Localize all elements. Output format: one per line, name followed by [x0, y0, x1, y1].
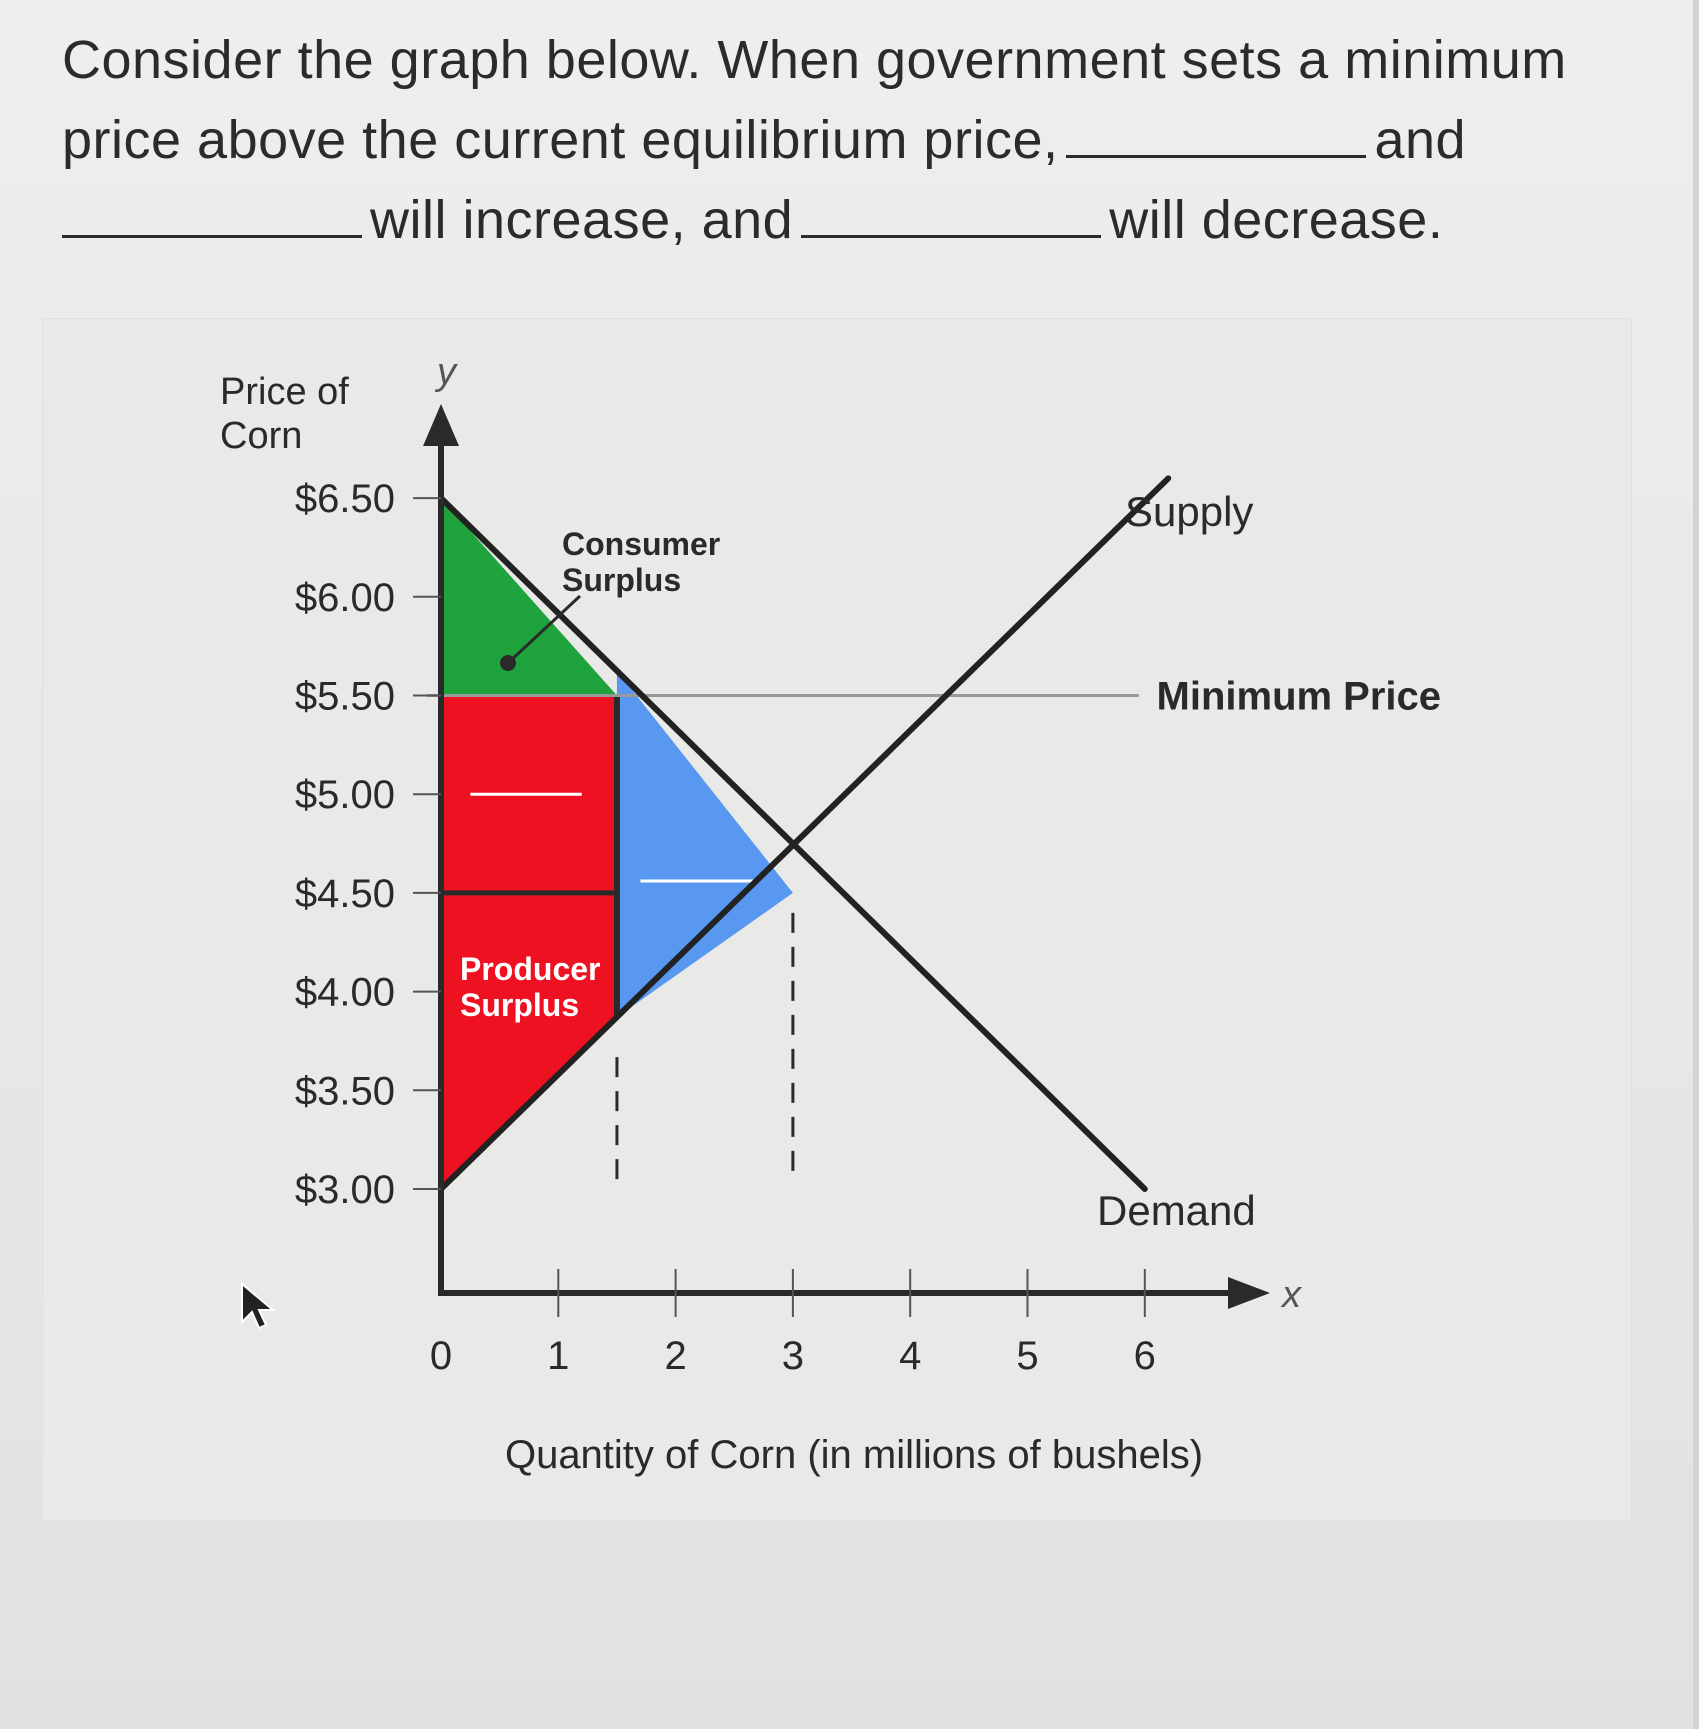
- producer-surplus-label: Producer Surplus: [460, 951, 600, 1023]
- x-tick-label: 0: [430, 1334, 452, 1378]
- x-tick-label: 5: [1016, 1334, 1038, 1378]
- x-axis-title: Quantity of Corn (in millions of bushels…: [505, 1433, 1203, 1477]
- answer-blank-2[interactable]: [62, 195, 362, 238]
- question-line-3: will increase, and will decrease.: [62, 180, 1562, 260]
- x-tick-label: 1: [547, 1334, 569, 1378]
- mouse-pointer-icon: [241, 1282, 276, 1330]
- x-tick-label: 4: [899, 1334, 921, 1378]
- y-tick-label: $3.00: [295, 1168, 395, 1212]
- demand-curve: [438, 495, 1148, 1192]
- question-line-3-mid: will increase, and: [370, 190, 794, 250]
- y-axis-arrow-icon: [423, 404, 459, 446]
- y-tick-label: $5.00: [295, 773, 395, 817]
- x-tick-label: 6: [1134, 1334, 1156, 1378]
- answer-blank-1[interactable]: [1066, 115, 1367, 158]
- y-tick-label: $4.50: [295, 872, 395, 916]
- answer-blank-3[interactable]: [801, 195, 1102, 238]
- window-edge: [1693, 0, 1699, 1729]
- producer-surplus-area: [441, 695, 617, 1189]
- question-line-2-start: price above the current equilibrium pric…: [62, 110, 1059, 170]
- question-line-1-text: Consider the graph below. When governmen…: [62, 30, 1567, 90]
- x-tick-label: 2: [664, 1334, 686, 1378]
- consumer-surplus-area: [441, 498, 617, 696]
- y-tick-label: $6.00: [295, 576, 395, 620]
- x-axis-symbol: x: [1280, 1274, 1303, 1316]
- x-tick-label: 3: [782, 1334, 804, 1378]
- question-line-2-end: and: [1374, 110, 1467, 170]
- y-axis-title: Price of Corn: [220, 371, 349, 457]
- question-text: Consider the graph below. When governmen…: [62, 20, 1566, 260]
- supply-curve: [438, 475, 1172, 1192]
- x-axis-arrow-icon: [1228, 1277, 1270, 1309]
- consumer-surplus-pointer: [506, 594, 582, 665]
- question-line-2: price above the current equilibrium pric…: [62, 100, 1562, 180]
- demand-label: Demand: [1097, 1187, 1256, 1234]
- consumer-surplus-label: Consumer Surplus: [562, 526, 720, 598]
- y-tick-label: $4.00: [295, 971, 395, 1015]
- question-line-3-end: will decrease.: [1109, 190, 1444, 250]
- y-tick-label: $3.50: [295, 1069, 395, 1113]
- question-line-1: Consider the graph below. When governmen…: [62, 20, 1566, 100]
- consumer-surplus-pointer-dot: [500, 655, 516, 671]
- y-axis-symbol: y: [434, 351, 458, 393]
- deadweight-loss-area: [616, 670, 793, 1018]
- y-tick-label: $6.50: [295, 477, 395, 521]
- minimum-price-label: Minimum Price: [1157, 675, 1442, 719]
- y-tick-label: $5.50: [295, 675, 395, 719]
- supply-label: Supply: [1125, 488, 1253, 535]
- figure-panel: [42, 318, 1632, 1522]
